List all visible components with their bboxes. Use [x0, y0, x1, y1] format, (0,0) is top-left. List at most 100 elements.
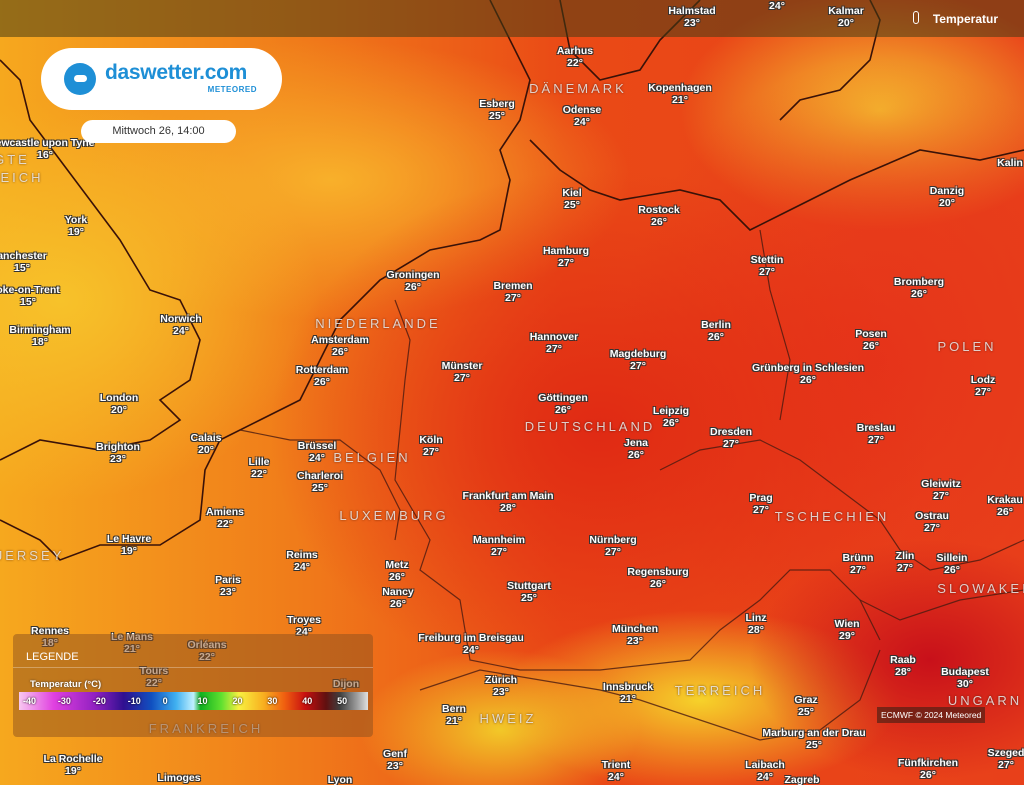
city-marker[interactable]: Prag 27° [749, 492, 772, 516]
city-marker[interactable]: Nancy 26° [382, 586, 414, 610]
city-marker[interactable]: Trient 24° [602, 759, 631, 783]
city-marker[interactable]: Lille 22° [248, 456, 269, 480]
city-marker[interactable]: Limoges [157, 772, 200, 784]
city-marker[interactable]: Brighton 23° [96, 441, 140, 465]
city-marker[interactable]: Calais 20° [191, 432, 222, 456]
city-marker[interactable]: Leipzig 26° [653, 405, 689, 429]
city-marker[interactable]: Brünn 27° [843, 552, 874, 576]
city-marker[interactable]: Szeged 27° [988, 747, 1024, 771]
city-marker[interactable]: Kiel 25° [562, 187, 581, 211]
city-marker[interactable]: Kopenhagen 21° [648, 82, 712, 106]
datetime-selector[interactable]: Mittwoch 26, 14:00 [81, 120, 236, 143]
city-temperature: 27° [975, 386, 991, 398]
city-marker[interactable]: York 19° [65, 214, 88, 238]
city-marker[interactable]: Bremen 27° [493, 280, 532, 304]
city-marker[interactable]: Marburg an der Drau 25° [762, 727, 865, 751]
city-marker[interactable]: Laibach 24° [745, 759, 785, 783]
city-marker[interactable]: Halmstad 23° [668, 5, 715, 29]
city-marker[interactable]: Danzig 20° [930, 185, 964, 209]
city-marker[interactable]: Bromberg 26° [894, 276, 944, 300]
city-marker[interactable]: Breslau 27° [857, 422, 896, 446]
city-marker[interactable]: Rostock 26° [638, 204, 679, 228]
city-marker[interactable]: Groningen 26° [386, 269, 439, 293]
city-marker[interactable]: Esberg 25° [479, 98, 515, 122]
city-temperature: 24° [173, 325, 189, 337]
daswetter-logo[interactable]: daswetter.com METEORED [41, 48, 282, 110]
city-marker[interactable]: anchester 15° [0, 250, 47, 274]
city-marker[interactable]: Paris 23° [215, 574, 241, 598]
city-marker[interactable]: Stuttgart 25° [507, 580, 551, 604]
city-marker[interactable]: Rotterdam 26° [296, 364, 349, 388]
city-marker[interactable]: Le Havre 19° [107, 533, 151, 557]
city-marker[interactable]: Regensburg 26° [627, 566, 688, 590]
city-marker[interactable]: Nürnberg 27° [589, 534, 636, 558]
city-marker[interactable]: Dresden 27° [710, 426, 752, 450]
city-marker[interactable]: Charleroi 25° [297, 470, 343, 494]
layer-selector[interactable]: Temperatur [912, 11, 998, 26]
city-marker[interactable]: Amiens 22° [206, 506, 244, 530]
city-marker[interactable]: Budapest 30° [941, 666, 989, 690]
city-temperature: 25° [521, 592, 537, 604]
city-marker[interactable]: Hannover 27° [530, 331, 578, 355]
city-temperature: 21° [446, 715, 462, 727]
city-marker[interactable]: Frankfurt am Main 28° [462, 490, 553, 514]
city-marker[interactable]: Metz 26° [385, 559, 408, 583]
city-marker[interactable]: Freiburg im Breisgau 24° [418, 632, 524, 656]
city-marker[interactable]: Fünfkirchen 26° [898, 757, 958, 781]
city-name: Kalmar [828, 5, 864, 17]
city-marker[interactable]: Bern 21° [442, 703, 466, 727]
city-name: Amiens [206, 506, 244, 518]
city-temperature: 27° [924, 522, 940, 534]
city-marker[interactable]: 24° [769, 0, 785, 12]
city-marker[interactable]: ewcastle upon Tyne 16° [0, 137, 95, 161]
city-marker[interactable]: Sillein 26° [937, 552, 968, 576]
city-marker[interactable]: Genf 23° [383, 748, 407, 772]
city-marker[interactable]: Jena 26° [624, 437, 648, 461]
city-marker[interactable]: Birmingham 18° [9, 324, 70, 348]
city-marker[interactable]: Zlin 27° [896, 550, 915, 574]
city-name: Calais [190, 432, 222, 444]
city-marker[interactable]: München 23° [612, 623, 658, 647]
city-marker[interactable]: Linz 28° [746, 612, 767, 636]
city-marker[interactable]: Berlin 26° [701, 319, 731, 343]
city-name: Brünn [842, 552, 874, 564]
city-marker[interactable]: Reims 24° [286, 549, 318, 573]
city-marker[interactable]: Göttingen 26° [538, 392, 588, 416]
city-temperature: 30° [957, 678, 973, 690]
city-marker[interactable]: Wien 29° [835, 618, 860, 642]
city-marker[interactable]: Zürich 23° [485, 674, 517, 698]
city-marker[interactable]: Hamburg 27° [543, 245, 589, 269]
city-marker[interactable]: Aarhus 22° [557, 45, 593, 69]
city-marker[interactable]: Kalin [997, 157, 1023, 169]
city-marker[interactable]: La Rochelle 19° [44, 753, 103, 777]
city-marker[interactable]: Raab 28° [890, 654, 916, 678]
city-marker[interactable]: Krakau 26° [987, 494, 1023, 518]
city-name: anchester [0, 250, 47, 262]
city-marker[interactable]: Brüssel 24° [298, 440, 337, 464]
city-marker[interactable]: Posen 26° [855, 328, 887, 352]
city-name: Grünberg in Schlesien [751, 362, 865, 374]
city-name: Prag [749, 492, 773, 504]
city-marker[interactable]: Magdeburg 27° [610, 348, 667, 372]
city-marker[interactable]: Lyon [328, 774, 353, 785]
city-marker[interactable]: Norwich 24° [160, 313, 201, 337]
city-marker[interactable]: London 20° [100, 392, 138, 416]
city-marker[interactable]: Grünberg in Schlesien 26° [752, 362, 864, 386]
city-marker[interactable]: Stettin 27° [751, 254, 784, 278]
city-marker[interactable]: Graz 25° [794, 694, 817, 718]
city-marker[interactable]: Kalmar 20° [828, 5, 864, 29]
city-marker[interactable]: Münster 27° [442, 360, 483, 384]
city-marker[interactable]: Innsbruck 21° [603, 681, 653, 705]
city-marker[interactable]: Mannheim 27° [473, 534, 525, 558]
city-marker[interactable]: oke-on-Trent 15° [0, 284, 60, 308]
city-name: Troyes [287, 614, 321, 626]
city-marker[interactable]: Odense 24° [563, 104, 602, 128]
city-marker[interactable]: Gleiwitz 27° [921, 478, 961, 502]
city-marker[interactable]: Amsterdam 26° [311, 334, 369, 358]
city-marker[interactable]: Lodz 27° [971, 374, 996, 398]
city-marker[interactable]: Köln 27° [419, 434, 442, 458]
legend-divider [13, 667, 373, 668]
city-marker[interactable]: Ostrau 27° [915, 510, 949, 534]
city-name: Paris [215, 574, 241, 586]
city-marker[interactable]: Zagreb [784, 774, 819, 785]
